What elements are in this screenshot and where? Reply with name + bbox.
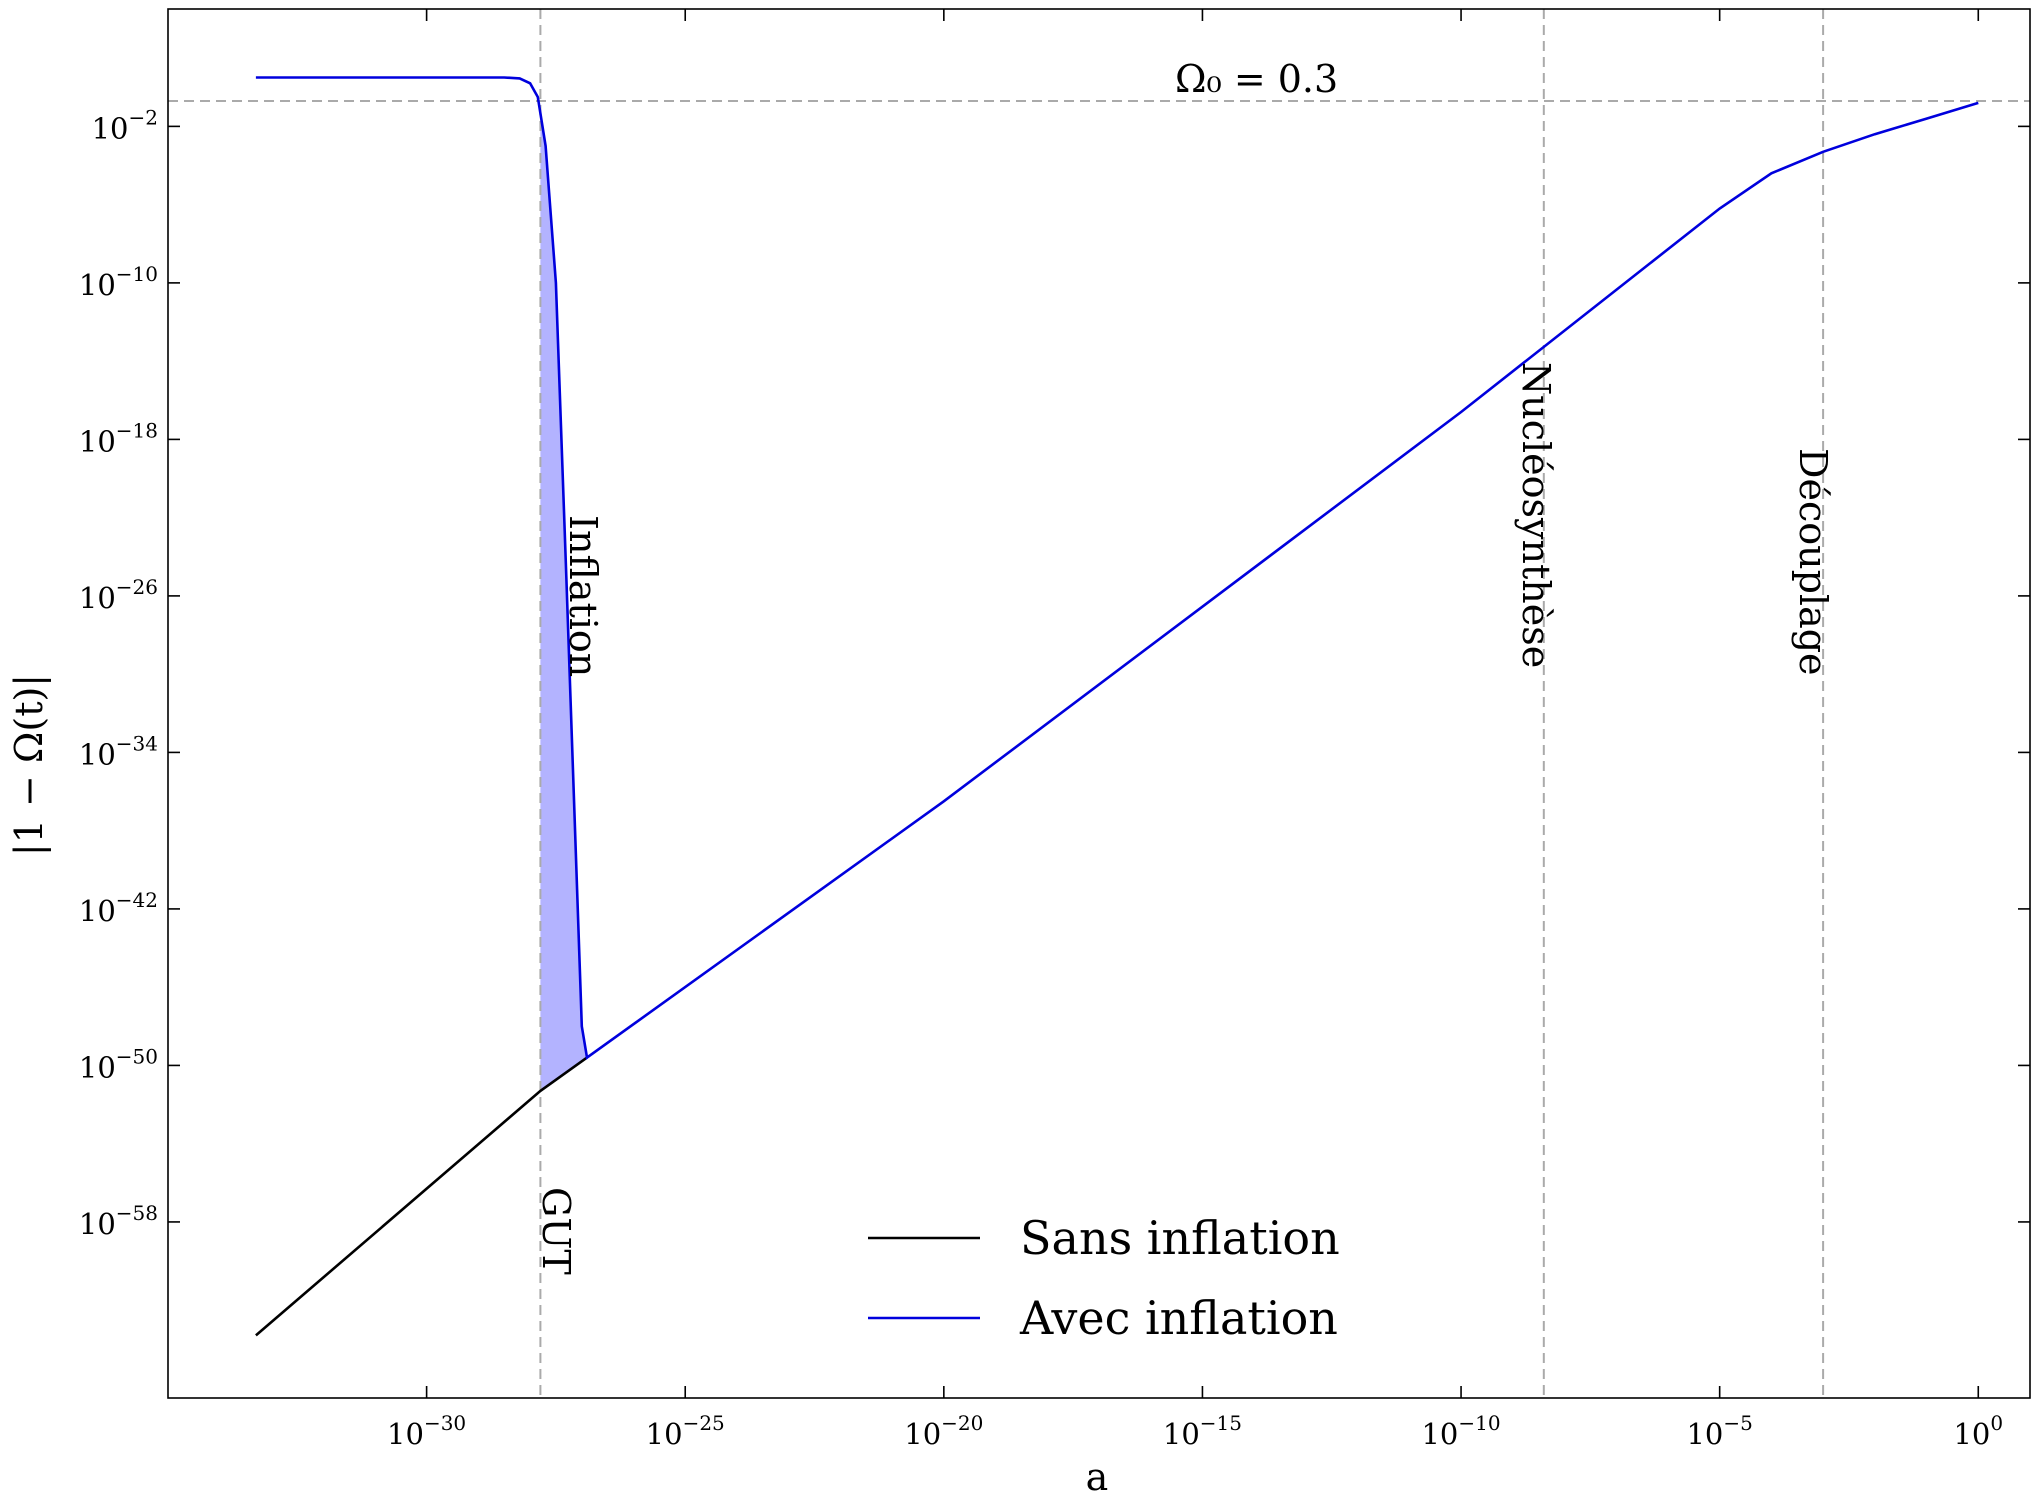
omega-annotation: Ω₀ = 0.3 <box>1175 57 1338 101</box>
y-axis-label: |1 − Ω(t)| <box>7 674 51 856</box>
plot-frame <box>167 8 2031 1399</box>
y-tick-label: 10−50 <box>79 1044 158 1084</box>
x-axis-label: a <box>1086 1455 1109 1499</box>
x-tick-label: 10−15 <box>1163 1411 1242 1451</box>
y-tick-label: 10−10 <box>79 262 158 302</box>
inflation-annotation: Inflation <box>561 515 605 677</box>
series-avec-inflation-line <box>255 76 1979 1060</box>
series-sans-inflation-line <box>255 1056 588 1337</box>
x-axis-ticks: 10−30 10−25 10−20 10−15 10−10 10−5 100 <box>387 9 2003 1451</box>
x-tick-label: 10−5 <box>1686 1411 1752 1451</box>
x-tick-label: 100 <box>1953 1411 2003 1451</box>
y-tick-label: 10−26 <box>79 575 158 615</box>
x-tick-label: 10−20 <box>904 1411 983 1451</box>
y-tick-label: 10−58 <box>79 1201 158 1241</box>
y-tick-label: 10−34 <box>79 731 158 771</box>
y-tick-label: 10−42 <box>79 888 158 928</box>
y-tick-label: 10−2 <box>92 105 158 145</box>
x-tick-label: 10−25 <box>646 1411 725 1451</box>
nucleosynthese-annotation: Nucléosynthèse <box>1514 362 1558 668</box>
gut-annotation: GUT <box>534 1187 578 1275</box>
y-axis-ticks: 10−2 10−10 10−18 10−26 10−34 10−42 10−50 10−58 <box>79 105 2030 1241</box>
x-tick-label: 10−10 <box>1421 1411 1500 1451</box>
x-tick-label: 10−30 <box>387 1411 466 1451</box>
legend-label-avec-inflation: Avec inflation <box>1019 1291 1338 1345</box>
legend: Sans inflation Avec inflation <box>868 1211 1340 1345</box>
y-tick-label: 10−18 <box>79 418 158 458</box>
legend-label-sans-inflation: Sans inflation <box>1020 1211 1340 1265</box>
decouplage-annotation: Découplage <box>1791 448 1835 676</box>
